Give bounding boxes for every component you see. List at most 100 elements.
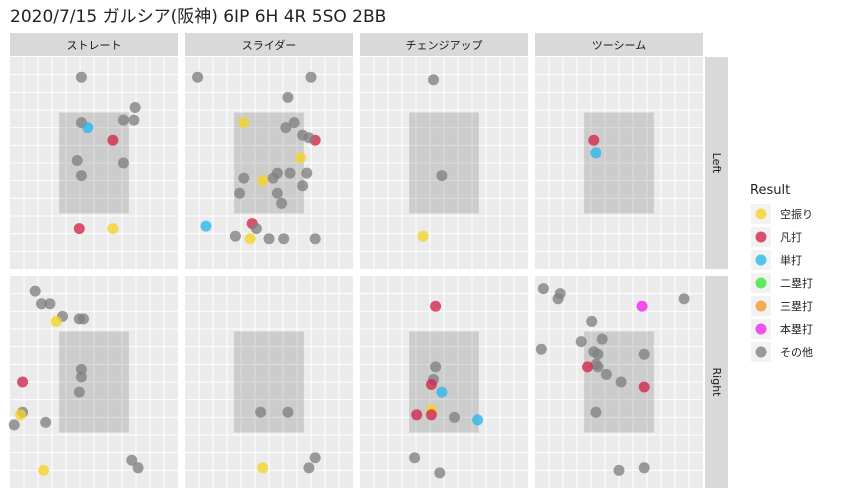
legend-item: 凡打 [751,227,802,247]
pitch-point-sonota [129,101,141,113]
column-strip [360,33,528,56]
strike-zone [59,331,129,433]
pitch-point-sonota [192,71,204,83]
facet-panel [360,276,528,488]
pitch-point-karaburi [257,462,269,474]
pitch-point-sonota [282,406,294,418]
column-strip-label: ツーシーム [592,39,646,52]
pitch-point-sonota [575,336,587,348]
pitch-point-sonota [309,233,321,245]
pitch-point-sonota [596,333,608,345]
legend-key-sanruida [755,300,767,312]
column-strip-label: スライダー [242,38,297,52]
pitch-point-sonota [132,462,144,474]
pitch-point-karaburi [50,315,62,327]
legend-item: 空振り [751,204,813,224]
legend-item: 単打 [751,250,802,270]
pitch-point-sonota [29,285,41,297]
pitch-point-sonota [75,371,87,383]
pitch-point-sonota [303,462,315,474]
legend-label: 単打 [780,253,802,267]
legend-key-tanda [755,254,767,266]
pitch-point-bonda [411,409,423,421]
pitch-point-sonota [36,298,47,310]
pitch-point-sonota [117,157,129,169]
pitch-point-sonota [250,223,262,235]
pitch-point-sonota [678,293,690,305]
legend-title: Result [750,183,790,198]
pitch-point-sonota [128,114,140,126]
pitch-point-karaburi [244,233,256,245]
pitch-point-bonda [582,361,593,373]
legend-key-karaburi [755,208,767,220]
legend-label: 二塁打 [780,276,813,290]
pitch-point-karaburi [107,223,119,235]
pitch-point-sonota [615,376,627,388]
facet-panel [10,57,178,269]
pitch-point-sonota [75,170,87,182]
pitch-point-sonota [71,154,83,166]
pitch-point-sonota [436,170,448,182]
pitch-point-karaburi [417,230,429,242]
pitch-point-sonota [263,233,275,245]
pitch-point-sonota [449,411,460,423]
pitch-point-karaburi [15,409,26,421]
pitch-point-sonota [40,416,52,428]
pitch-point-karaburi [295,152,306,164]
legend-item: 二塁打 [751,273,813,293]
facet-panel [10,276,178,488]
pitch-point-sonota [592,348,604,360]
legend-key-bonda [755,231,767,243]
legend-key-sonota [755,346,767,358]
pitch-point-tanda [82,122,94,134]
pitch-point-bonda [17,376,29,388]
row-strip-label: Left [710,153,723,174]
row-strip-label: Right [710,368,723,398]
facet-panel [360,57,528,269]
strike-zone [234,331,304,433]
strike-zone [409,112,479,214]
legend-item: その他 [751,342,813,362]
pitch-point-sonota [8,419,20,431]
row-strip [705,276,728,488]
pitch-point-sonota [590,406,602,418]
pitch-point-sonota [305,71,317,83]
pitch-point-tanda [436,386,448,398]
pitch-point-tanda [590,147,602,159]
pitch-point-sonota [600,368,612,380]
pitch-point-sonota [638,348,650,360]
pitch-point-karaburi [257,175,269,187]
pitch-point-sonota [229,230,241,242]
pitch-point-sonota [430,361,442,373]
pitch-point-sonota [309,452,321,464]
strike-zone [584,112,654,214]
pitch-point-sonota [267,172,279,184]
legend-label: 空振り [780,207,813,221]
pitch-point-sonota [297,180,309,192]
legend-key-niruida [755,277,767,289]
facet-panel [185,276,353,488]
chart-title: 2020/7/15 ガルシア(阪神) 6IP 6H 4R 5SO 2BB [10,7,386,27]
legend-item: 三塁打 [751,296,813,316]
facet-panel [535,57,703,269]
pitch-point-sonota [255,406,267,418]
pitch-point-sonota [271,187,283,199]
pitch-point-sonota [284,167,296,179]
pitch-point-sonota [613,464,625,476]
pitch-point-sonota [238,172,250,184]
pitch-point-tanda [200,220,212,232]
legend-item: 本塁打 [751,319,813,339]
legend-label: その他 [780,346,813,359]
pitch-point-sonota [434,467,446,479]
column-strip [10,33,178,56]
pitch-point-sonota [75,71,87,83]
pitch-point-sonota [535,343,547,355]
pitch-point-sonota [537,283,549,295]
pitch-point-karaburi [238,117,250,129]
pitch-point-sonota [73,386,85,398]
pitch-point-honruida [636,300,648,312]
facet-panels: ストレート スライダー チェンジアップ ツーシーム Left Right [8,33,728,488]
pitch-point-bonda [425,409,437,421]
pitch-point-karaburi [38,464,50,476]
